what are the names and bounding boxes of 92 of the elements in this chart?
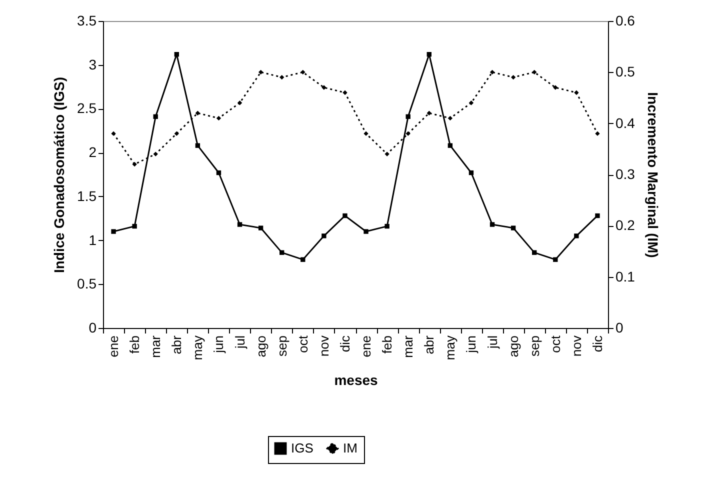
- x-tick-label: oct: [548, 335, 563, 353]
- point: [280, 250, 284, 255]
- point: [280, 74, 284, 80]
- x-tick-label: nov: [316, 335, 332, 356]
- point: [426, 110, 432, 116]
- x-tick-label: nov: [568, 335, 584, 356]
- point: [153, 152, 158, 156]
- point: [216, 170, 222, 176]
- x-tick-label: may: [190, 335, 206, 360]
- point: [490, 222, 495, 227]
- x-tick-label: ene: [106, 336, 122, 358]
- point: [342, 90, 348, 95]
- y-tick-label: 2.5: [77, 100, 97, 116]
- point: [111, 131, 116, 136]
- x-tick-label: jul: [232, 335, 248, 350]
- x-tick-label: feb: [380, 336, 395, 354]
- legend-label: IM: [343, 440, 358, 456]
- x-tick-label: jun: [211, 336, 226, 354]
- point: [195, 110, 200, 116]
- point: [364, 131, 368, 136]
- point: [574, 234, 579, 238]
- y2-tick-label: 0: [616, 320, 624, 336]
- point: [300, 257, 306, 262]
- point: [174, 131, 179, 136]
- y2-tick-label: 0.1: [616, 268, 636, 284]
- y2-tick-label: 0.5: [616, 64, 636, 80]
- point: [553, 257, 558, 262]
- x-axis-title: meses: [334, 372, 378, 388]
- point: [490, 70, 495, 75]
- point: [384, 152, 390, 156]
- x-tick-label: may: [442, 335, 458, 360]
- y2-tick-label: 0.4: [616, 114, 636, 131]
- point: [258, 70, 264, 75]
- x-tick-label: ene: [358, 336, 374, 358]
- point: [364, 229, 368, 234]
- x-tick-label: ago: [253, 336, 268, 358]
- y-tick-label: 0: [88, 320, 97, 336]
- point: [153, 114, 158, 119]
- point: [448, 143, 453, 148]
- point: [195, 143, 200, 148]
- x-tick-label: oct: [295, 335, 310, 353]
- x-tick-label: mar: [400, 334, 416, 358]
- x-tick-label: jun: [464, 336, 479, 354]
- x-tick-label: sep: [526, 336, 542, 356]
- y2-tick-label: 0.2: [616, 217, 636, 234]
- point: [174, 52, 179, 57]
- point: [574, 90, 579, 95]
- x-tick-label: feb: [127, 336, 142, 354]
- point: [406, 131, 410, 136]
- x-tick-label: sep: [274, 336, 290, 356]
- point: [510, 74, 516, 80]
- point: [216, 116, 222, 121]
- point: [132, 162, 137, 167]
- point: [553, 85, 558, 90]
- point: [384, 224, 390, 229]
- point: [532, 250, 537, 255]
- y2-axis-title: Incremento Marginal (IM): [644, 92, 661, 258]
- x-tick-label: dic: [590, 335, 605, 352]
- point: [237, 222, 242, 227]
- point: [342, 213, 348, 218]
- point: [258, 226, 264, 230]
- x-tick-label: dic: [337, 335, 352, 352]
- legend-label: IGS: [291, 440, 314, 456]
- point: [595, 131, 600, 136]
- point: [595, 213, 600, 218]
- y-tick-label: 3.5: [77, 12, 97, 28]
- y-axis-title: Indice Gonadosomático (IGS): [51, 76, 68, 274]
- x-tick-label: ago: [506, 336, 521, 358]
- x-tick-label: abr: [422, 334, 437, 354]
- y-tick-label: 1.5: [77, 188, 97, 204]
- point: [510, 226, 516, 230]
- x-tick-label: jul: [484, 335, 500, 350]
- point: [322, 85, 326, 90]
- y2-tick-label: 0.3: [616, 166, 636, 182]
- point: [448, 116, 453, 121]
- x-tick-label: abr: [169, 334, 184, 354]
- y-tick-label: 2: [88, 144, 97, 160]
- point: [468, 100, 474, 106]
- x-tick-label: mar: [148, 334, 164, 358]
- point: [406, 114, 410, 119]
- y-tick-label: 3: [88, 56, 97, 72]
- point: [132, 224, 137, 229]
- point: [300, 70, 306, 75]
- point: [237, 100, 242, 106]
- y-tick-label: 0.5: [77, 276, 97, 292]
- y2-tick-label: 0.6: [616, 12, 636, 28]
- point: [426, 52, 432, 57]
- point: [532, 70, 537, 75]
- y-tick-label: 1: [88, 232, 97, 248]
- point: [111, 229, 116, 234]
- point: [468, 170, 474, 176]
- point: [322, 234, 326, 238]
